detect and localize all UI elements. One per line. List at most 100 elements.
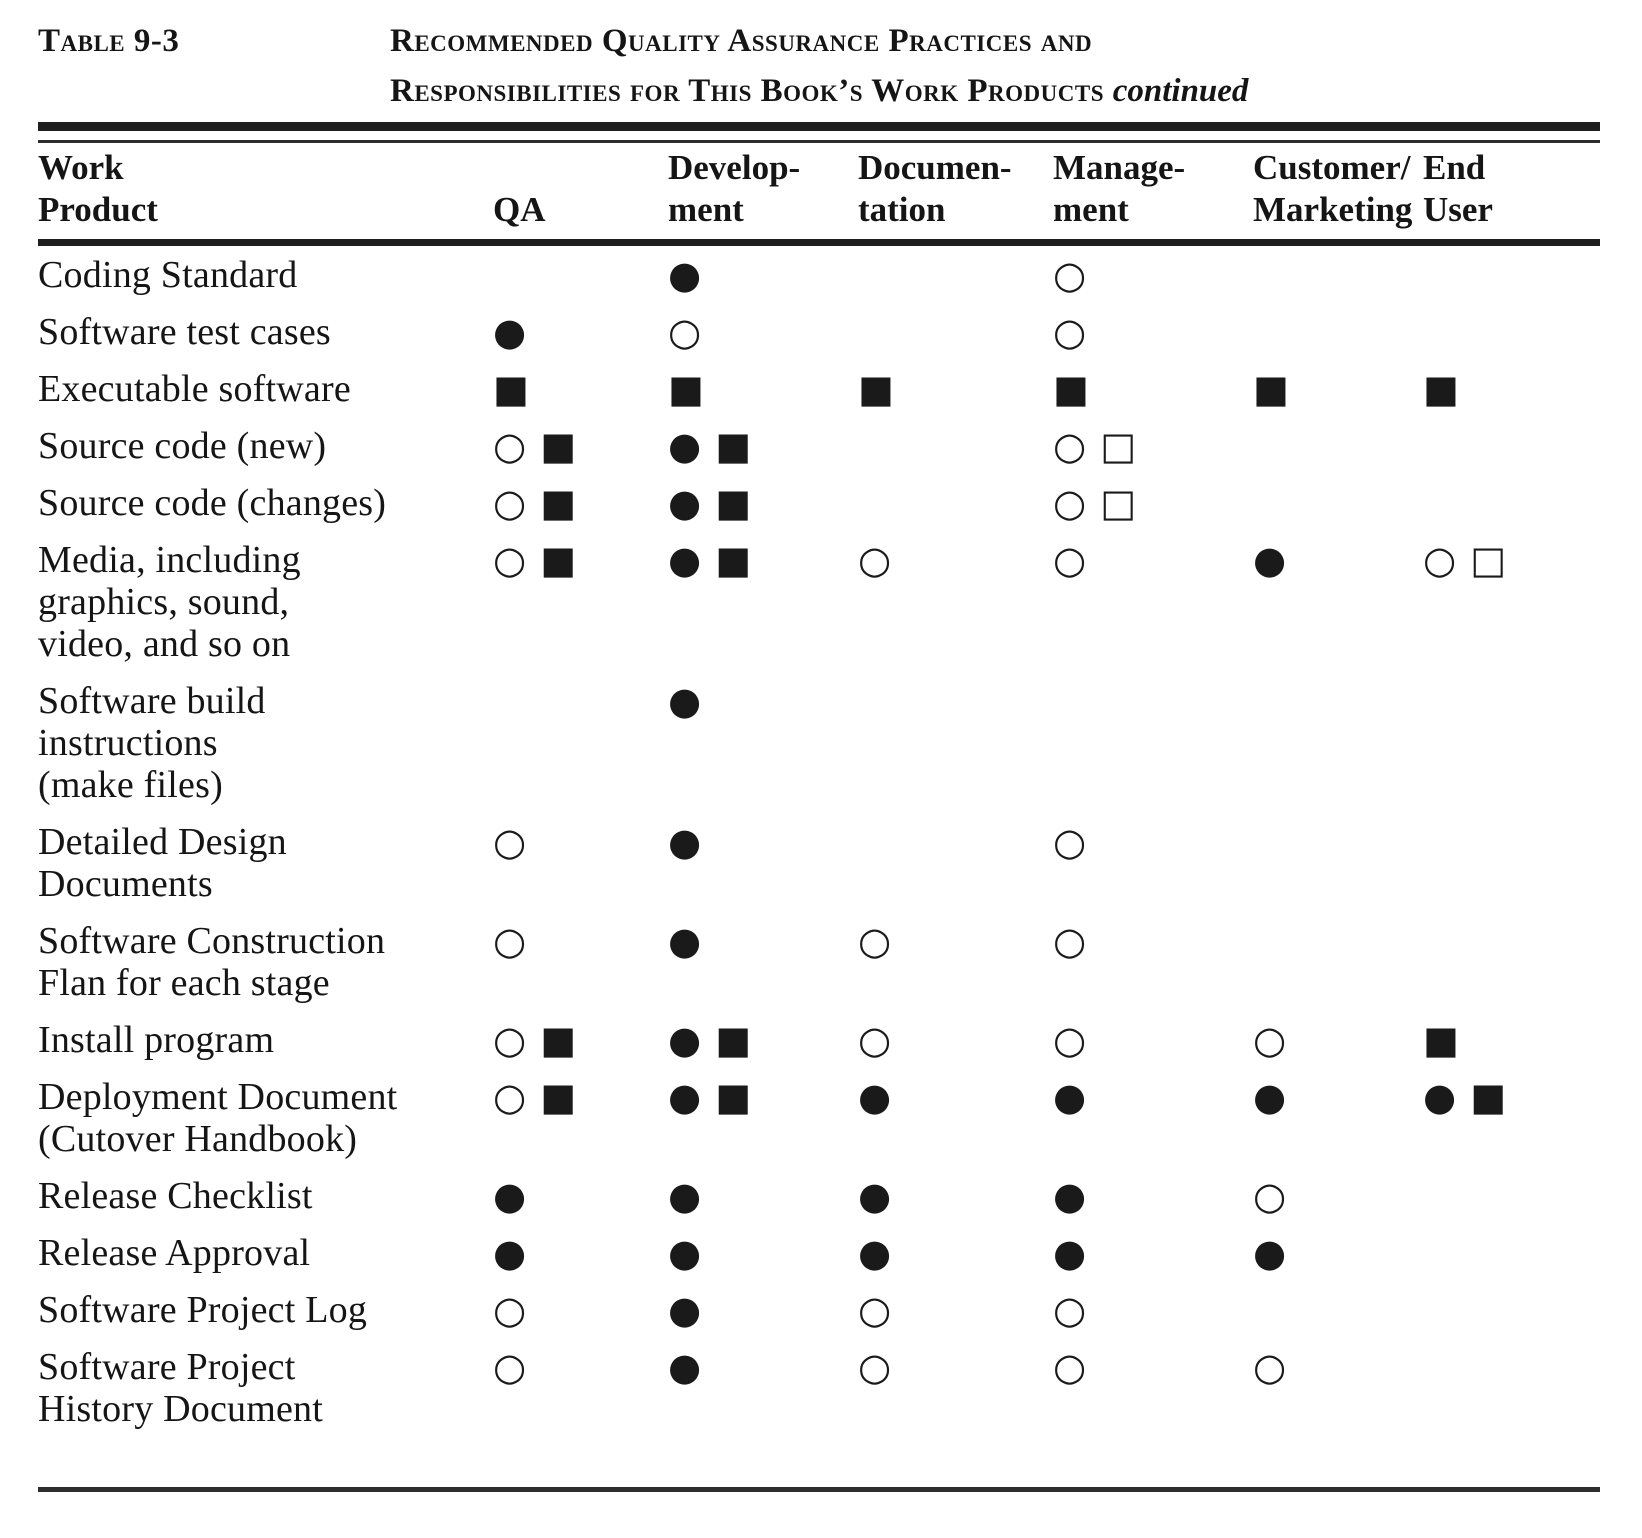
symbol-cell [1408, 1346, 1600, 1445]
symbol-cell: ● [493, 1174, 528, 1218]
table-row: Software Project History Document ○ ● ○ … [38, 1346, 1600, 1445]
symbol-cell [1238, 920, 1408, 1019]
symbol-cell: ■ [668, 367, 705, 411]
symbol-cell: ○ [1053, 1288, 1088, 1332]
symbol-cell [1238, 425, 1408, 482]
table-row: Media, including graphics, sound, video,… [38, 539, 1600, 680]
symbol-cell: ● [1253, 1231, 1288, 1275]
top-double-rule [38, 122, 1600, 143]
symbol-cell [1238, 311, 1408, 368]
symbol-cell [1408, 680, 1600, 821]
symbol-cell: ○ [668, 310, 703, 354]
symbol-cell: ● ■ [668, 424, 753, 468]
symbol-cell: ○ ■ [493, 1075, 578, 1119]
column-header-development: Develop- ment [653, 143, 843, 246]
symbol-cell: ○ [1053, 1018, 1088, 1062]
symbol-cell [1408, 311, 1600, 368]
symbol-cell: ● ■ [1423, 1075, 1508, 1119]
symbol-cell: ○ [1253, 1345, 1288, 1389]
column-header-customer-marketing: Customer/ Marketing [1238, 143, 1412, 246]
column-header-management: Manage- ment [1038, 143, 1238, 246]
table-title-line2: Responsibilities for This Book’s Work Pr… [390, 66, 1248, 116]
work-product-name: Software Project History Document [38, 1346, 323, 1430]
symbol-cell [843, 482, 1038, 539]
symbol-cell [1408, 1232, 1600, 1289]
symbol-cell: ● [858, 1075, 893, 1119]
symbol-cell [1408, 243, 1600, 312]
symbol-cell [1238, 1289, 1408, 1346]
qa-practices-table: Work Product QA Develop- ment Documen- t… [38, 143, 1600, 1445]
symbol-cell: ● [858, 1174, 893, 1218]
symbol-cell: ○ [1053, 820, 1088, 864]
column-header-work-product: Work Product [38, 143, 478, 246]
symbol-cell: ○ [858, 919, 893, 963]
symbol-cell [1238, 680, 1408, 821]
symbol-cell: ● [668, 1231, 703, 1275]
work-product-name: Release Checklist [38, 1175, 313, 1217]
work-product-name: Software build instructions (make files) [38, 680, 266, 806]
table-row: Software Construction Flan for each stag… [38, 920, 1600, 1019]
work-product-name: Media, including graphics, sound, video,… [38, 539, 301, 665]
table-row: Software build instructions (make files)… [38, 680, 1600, 821]
symbol-cell: ○ □ [1053, 424, 1138, 468]
symbol-cell [1238, 482, 1408, 539]
symbol-cell: ● [668, 253, 703, 297]
work-product-name: Software Project Log [38, 1289, 368, 1331]
symbol-cell: ○ [1053, 919, 1088, 963]
symbol-cell: ○ [858, 1018, 893, 1062]
symbol-cell: ○ [1053, 1345, 1088, 1389]
symbol-cell: ■ [858, 367, 895, 411]
symbol-cell: ○ [1053, 538, 1088, 582]
symbol-cell: ○ [1053, 310, 1088, 354]
symbol-cell: ● [1053, 1174, 1088, 1218]
work-product-name: Software test cases [38, 311, 331, 353]
continued-marker: continued [1112, 73, 1249, 109]
symbol-cell: ● [1053, 1075, 1088, 1119]
table-title: Recommended Quality Assurance Practices … [390, 16, 1248, 116]
symbol-cell: ○ ■ [493, 1018, 578, 1062]
work-product-name: Release Approval [38, 1232, 311, 1274]
work-product-name: Install program [38, 1019, 275, 1061]
symbol-cell: ● [1253, 1075, 1288, 1119]
column-header-documentation: Documen- tation [843, 143, 1038, 246]
symbol-cell [1038, 680, 1238, 821]
symbol-cell: ● [1253, 538, 1288, 582]
symbol-cell: ○ ■ [493, 481, 578, 525]
symbol-cell [1408, 482, 1600, 539]
column-header-qa: QA [478, 143, 653, 246]
symbol-cell [843, 425, 1038, 482]
symbol-cell [843, 821, 1038, 920]
symbol-cell: ● ■ [668, 1018, 753, 1062]
symbol-cell: ○ □ [1053, 481, 1138, 525]
symbol-cell: ○ ■ [493, 424, 578, 468]
symbol-cell: ○ [493, 1345, 528, 1389]
table-title-line2-text: Responsibilities for This Book’s Work Pr… [390, 73, 1104, 109]
symbol-cell: ● [668, 919, 703, 963]
work-product-name: Software Construction Flan for each stag… [38, 920, 386, 1004]
symbol-cell [843, 243, 1038, 312]
header-row: Work Product QA Develop- ment Documen- t… [38, 143, 1600, 246]
symbol-cell: ● [668, 1288, 703, 1332]
table-row: Software Project Log ○ ● ○ ○ [38, 1289, 1600, 1346]
table-title-line1: Recommended Quality Assurance Practices … [390, 23, 1093, 59]
symbol-cell: ○ [1253, 1018, 1288, 1062]
symbol-cell [1238, 243, 1408, 312]
symbol-cell: ● ■ [668, 538, 753, 582]
work-product-name: Source code (changes) [38, 482, 387, 524]
symbol-cell: ● [668, 1345, 703, 1389]
symbol-cell: ○ [493, 919, 528, 963]
symbol-cell [478, 680, 653, 821]
symbol-cell [1408, 821, 1600, 920]
symbol-cell: ○ [493, 1288, 528, 1332]
table-row: Source code (new) ○ ■ ● ■ ○ □ [38, 425, 1600, 482]
table-header: Work Product QA Develop- ment Documen- t… [38, 143, 1600, 246]
table-row: Install program ○ ■ ● ■ ○ ○ ○ ■ [38, 1019, 1600, 1076]
symbol-cell: ○ [1053, 253, 1088, 297]
symbol-cell: ○ [858, 1345, 893, 1389]
symbol-cell [1408, 425, 1600, 482]
symbol-cell: ○ ■ [493, 538, 578, 582]
bottom-rule [38, 1487, 1600, 1492]
symbol-cell: ● [1053, 1231, 1088, 1275]
table-row: Software test cases ● ○ ○ [38, 311, 1600, 368]
